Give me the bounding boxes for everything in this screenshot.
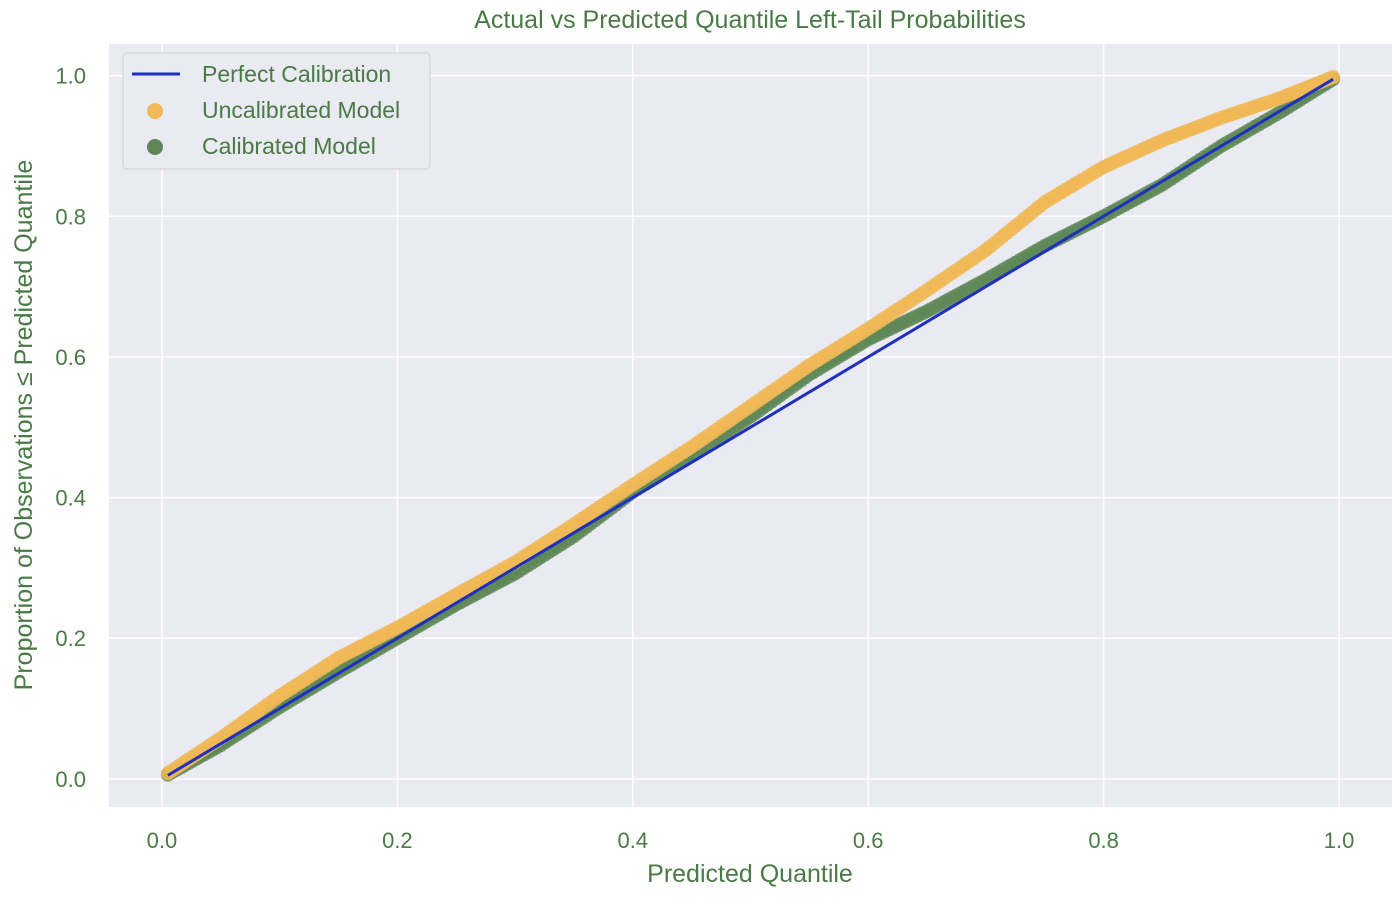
x-tick-label: 0.2 bbox=[382, 828, 413, 853]
y-tick-labels: 0.0 0.2 0.4 0.6 0.8 1.0 bbox=[55, 64, 86, 792]
perfect-calibration-line bbox=[167, 77, 1334, 777]
legend-calibrated-model-label: Calibrated Model bbox=[202, 133, 376, 159]
x-tick-label: 0.4 bbox=[617, 828, 648, 853]
y-tick-label: 1.0 bbox=[55, 64, 86, 89]
y-tick-label: 0.4 bbox=[55, 486, 86, 511]
legend: Perfect Calibration Uncalibrated Model C… bbox=[122, 52, 431, 170]
perfect-calibration-series bbox=[167, 77, 1334, 777]
y-tick-label: 0.8 bbox=[55, 204, 86, 229]
x-tick-label: 0.8 bbox=[1088, 828, 1119, 853]
x-tick-label: 0.6 bbox=[853, 828, 884, 853]
y-tick-label: 0.2 bbox=[55, 626, 86, 651]
legend-perfect-calibration-label: Perfect Calibration bbox=[202, 61, 391, 87]
x-tick-label: 0.0 bbox=[147, 828, 178, 853]
x-tick-label: 1.0 bbox=[1324, 828, 1355, 853]
x-axis-label: Predicted Quantile bbox=[647, 860, 853, 888]
chart-title: Actual vs Predicted Quantile Left-Tail P… bbox=[474, 6, 1026, 34]
legend-box bbox=[122, 52, 431, 170]
legend-calibrated-model-swatch bbox=[147, 139, 163, 155]
x-tick-labels: 0.0 0.2 0.4 0.6 0.8 1.0 bbox=[147, 828, 1355, 853]
legend-uncalibrated-model-swatch bbox=[147, 103, 163, 119]
y-tick-label: 0.6 bbox=[55, 345, 86, 370]
y-tick-label: 0.0 bbox=[55, 767, 86, 792]
grid-lines bbox=[109, 44, 1392, 807]
legend-uncalibrated-model-label: Uncalibrated Model bbox=[202, 97, 400, 123]
y-axis-label: Proportion of Observations ≤ Predicted Q… bbox=[10, 160, 38, 691]
